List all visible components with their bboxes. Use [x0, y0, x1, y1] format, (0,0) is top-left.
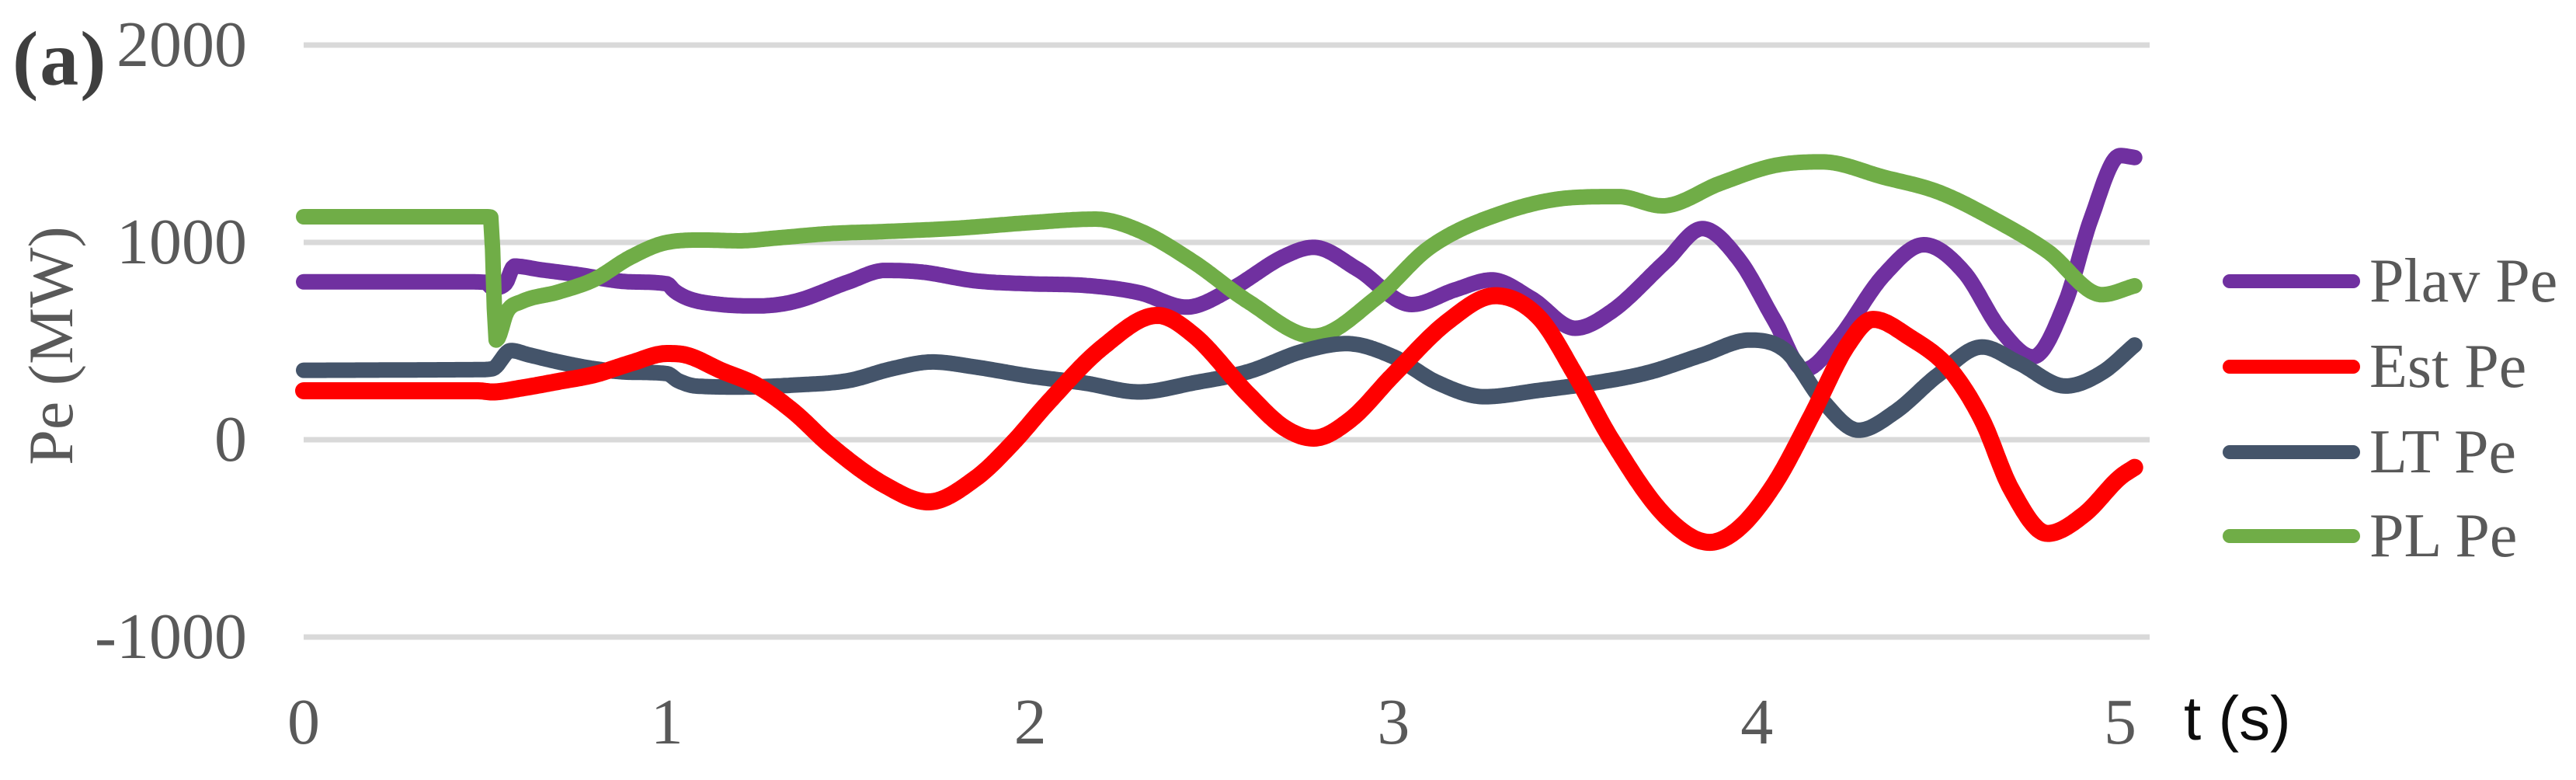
legend-label: Plav Pe — [2369, 247, 2558, 315]
legend-line-swatch — [2223, 360, 2360, 374]
y-tick-label: 1000 — [116, 206, 247, 278]
x-tick-label: 3 — [1377, 686, 1410, 758]
x-tick-label: 5 — [2104, 686, 2136, 758]
legend-line-swatch — [2223, 274, 2360, 288]
x-tick-label: 4 — [1740, 686, 1774, 758]
x-tick-label: 0 — [287, 686, 320, 758]
x-tick-label: 2 — [1013, 686, 1047, 758]
legend-item: Est Pe — [2223, 324, 2526, 409]
series-lines — [295, 148, 2143, 552]
panel-label: (a) — [12, 16, 108, 102]
legend-item: Plav Pe — [2223, 239, 2557, 324]
legend-item: PL Pe — [2223, 493, 2517, 579]
y-tick-label: 2000 — [116, 9, 247, 81]
legend-line-swatch — [2223, 445, 2360, 459]
x-axis-title: t (s) — [2184, 684, 2291, 753]
legend-label: PL Pe — [2369, 502, 2518, 570]
y-tick-label: 0 — [214, 403, 247, 475]
series-line-est-pe — [295, 287, 2143, 552]
gridlines — [304, 42, 2150, 640]
legend-label: LT Pe — [2369, 418, 2516, 486]
series-line-pl-pe — [296, 154, 2143, 348]
x-tick-label: 1 — [650, 686, 683, 758]
legend-item: LT Pe — [2223, 409, 2516, 495]
legend-label: Est Pe — [2369, 333, 2527, 401]
y-tick-label: -1000 — [95, 601, 247, 673]
legend-line-swatch — [2223, 529, 2360, 543]
